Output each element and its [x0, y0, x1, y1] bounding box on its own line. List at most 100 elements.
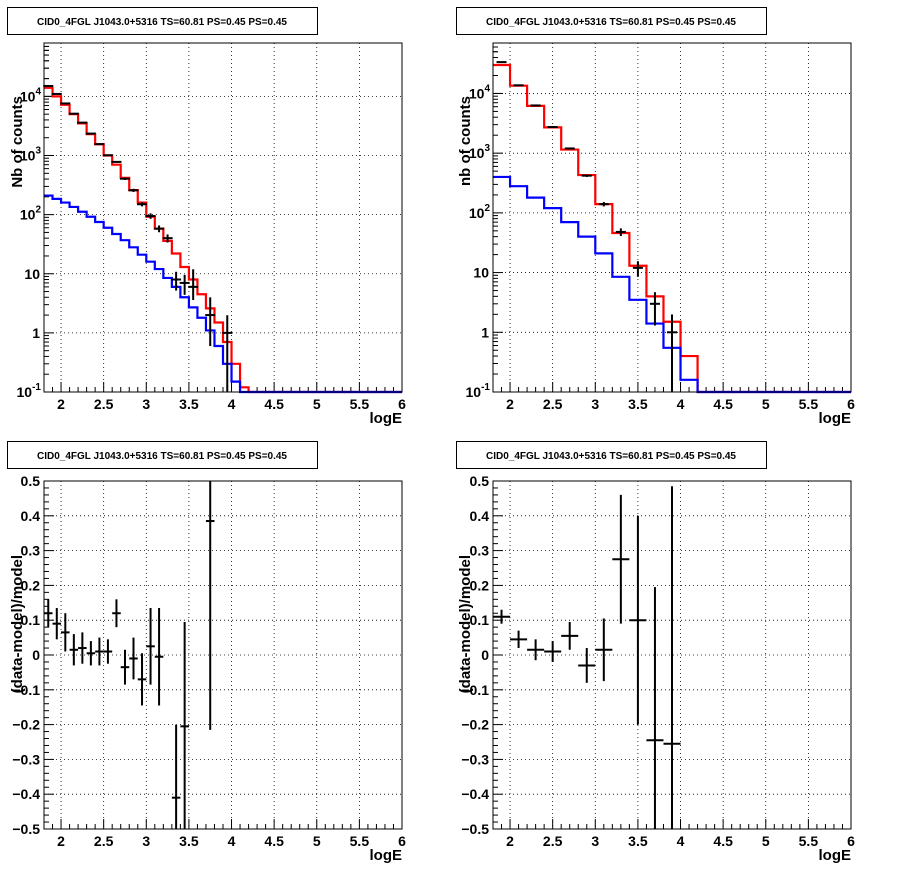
x-tick-label: 3 [142, 833, 150, 849]
x-axis-label: logE [819, 847, 852, 864]
x-tick-label: 2.5 [94, 833, 114, 849]
x-tick-label: 3.5 [179, 833, 199, 849]
plot-frame [492, 42, 852, 393]
data-point [667, 314, 677, 392]
data-point [154, 225, 165, 233]
x-tick-label: 3.5 [628, 396, 648, 412]
data-point [103, 639, 113, 664]
x-tick-label: 3 [591, 833, 599, 849]
y-tick-label: 102 [20, 205, 42, 223]
y-tick-label: 0.4 [470, 508, 490, 524]
y-tick-label: 0.4 [21, 508, 41, 524]
data-point [137, 653, 147, 706]
y-tick-label: 10-1 [466, 382, 491, 400]
y-tick-label: −0.4 [461, 786, 489, 802]
y-tick-label: 0.3 [21, 543, 41, 559]
data-point [179, 274, 190, 295]
data-point [663, 486, 681, 829]
y-tick-label: 1 [481, 324, 489, 340]
chart-panel-bottom-left: CID0_4FGL J1043.0+5316 TS=60.81 PS=0.45 … [7, 441, 406, 864]
data-point [493, 609, 511, 624]
x-tick-label: 2 [57, 833, 65, 849]
x-tick-label: 2.5 [543, 833, 563, 849]
x-tick-label: 4 [677, 833, 685, 849]
y-tick-label: −0.1 [12, 682, 40, 698]
data-point [171, 724, 181, 829]
data-point [68, 112, 79, 115]
x-tick-label: 2 [506, 833, 514, 849]
y-tick-label: 0.1 [470, 612, 490, 628]
data-point [77, 121, 88, 124]
data-point [649, 292, 660, 326]
y-tick-label: −0.5 [461, 821, 489, 837]
y-axis-label: Nb of counts [9, 96, 26, 188]
x-tick-label: 3.5 [628, 833, 648, 849]
data-point [188, 269, 199, 300]
y-tick-label: 102 [469, 203, 491, 221]
chart-title: CID0_4FGL J1043.0+5316 TS=60.81 PS=0.45 … [486, 17, 736, 28]
y-tick-label: 0.5 [21, 473, 41, 489]
chart-panel-bottom-right: CID0_4FGL J1043.0+5316 TS=60.81 PS=0.45 … [456, 441, 855, 864]
data-point [561, 621, 579, 650]
y-tick-label: 0.5 [470, 473, 490, 489]
data-point [61, 613, 70, 652]
y-tick-label: 103 [469, 143, 491, 161]
data-point [154, 608, 164, 706]
x-tick-label: 4 [228, 396, 236, 412]
chart-title-box [456, 441, 767, 469]
data-point [162, 234, 173, 243]
data-point [111, 160, 122, 163]
y-tick-label: 0.2 [470, 577, 490, 593]
data-point [222, 315, 233, 392]
y-tick-label: 0 [481, 647, 489, 663]
histogram-series [44, 194, 402, 394]
x-tick-label: 2 [506, 396, 514, 412]
chart-title-box [7, 7, 318, 35]
data-point [69, 634, 79, 666]
x-tick-label: 5.5 [350, 833, 370, 849]
data-point [564, 147, 575, 150]
x-tick-label: 3 [591, 396, 599, 412]
x-tick-label: 5 [762, 396, 770, 412]
data-point [85, 132, 96, 135]
y-tick-label: 0.2 [21, 577, 41, 593]
plot-frame [43, 42, 403, 393]
y-tick-label: −0.1 [461, 682, 489, 698]
data-point [578, 648, 596, 683]
x-tick-label: 5.5 [799, 396, 819, 412]
x-tick-label: 5 [762, 833, 770, 849]
data-point [102, 154, 113, 157]
data-point [615, 228, 626, 236]
y-tick-label: 10 [24, 266, 40, 282]
plot-frame [492, 480, 852, 830]
x-tick-label: 4.5 [713, 833, 733, 849]
data-point [44, 599, 53, 628]
data-point [129, 637, 138, 680]
data-point [78, 632, 87, 664]
x-tick-label: 2.5 [543, 396, 563, 412]
x-tick-label: 5 [313, 833, 321, 849]
x-tick-label: 4.5 [264, 833, 284, 849]
data-point [205, 297, 216, 346]
y-tick-label: 0.1 [21, 612, 41, 628]
x-axis-label: logE [819, 410, 852, 427]
chart-title-box [7, 441, 318, 469]
data-point [137, 202, 148, 207]
chart-title-box [456, 7, 767, 35]
data-point [120, 649, 130, 685]
data-point [52, 608, 62, 640]
data-point [632, 261, 643, 277]
data-point [119, 177, 130, 181]
chart-title: CID0_4FGL J1043.0+5316 TS=60.81 PS=0.45 … [486, 451, 736, 462]
x-tick-label: 4.5 [264, 396, 284, 412]
y-axis-label: nb of counts [457, 96, 474, 186]
y-axis-label: (data-model)/model [9, 555, 26, 693]
data-point [86, 641, 96, 666]
data-point [112, 599, 121, 628]
x-axis-label: logE [370, 847, 403, 864]
data-point [581, 174, 592, 177]
y-tick-label: 0.3 [470, 543, 490, 559]
data-point [95, 637, 104, 666]
x-tick-label: 3 [142, 396, 150, 412]
